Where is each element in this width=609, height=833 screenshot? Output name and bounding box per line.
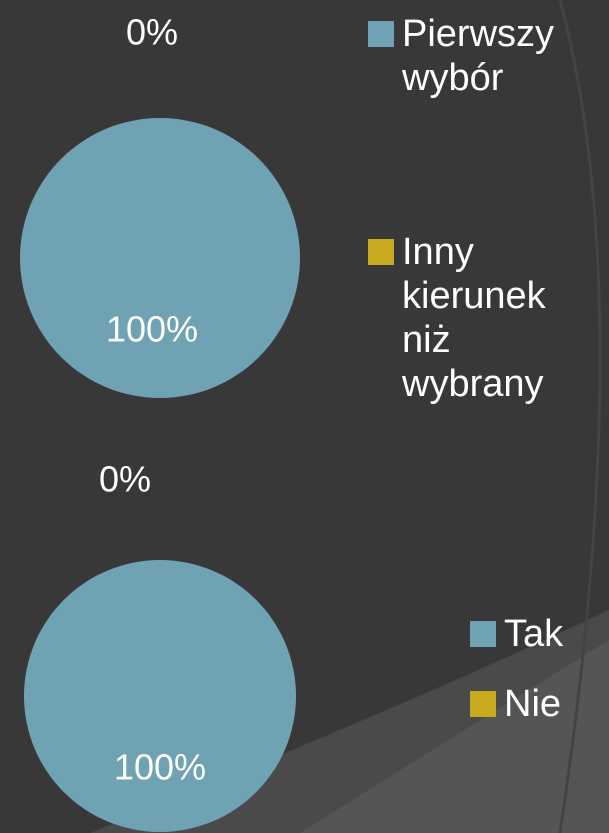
legend-item: Nie	[470, 682, 609, 726]
data-label: 100%	[114, 747, 206, 788]
data-label: 0%	[126, 12, 178, 53]
legend-item: Tak	[470, 612, 609, 656]
legend-label: Nie	[504, 683, 562, 725]
pie-slice	[24, 560, 296, 832]
legend-swatch	[470, 621, 496, 647]
legend-item: Inny kierunek niż wybrany	[368, 230, 602, 406]
data-label: 0%	[99, 459, 151, 500]
pie-slice	[20, 118, 300, 398]
legend-label: Pierwszy wybór	[402, 13, 555, 99]
legend-swatch	[368, 21, 394, 47]
legend-item: Pierwszy wybór	[368, 12, 602, 100]
legend-label: Tak	[504, 613, 564, 655]
data-label: 100%	[106, 309, 198, 350]
background-arc	[558, 0, 602, 833]
legend-label: Inny kierunek niż wybrany	[402, 231, 546, 405]
legend-swatch	[470, 691, 496, 717]
legend-swatch	[368, 239, 394, 265]
background-shape	[300, 640, 609, 833]
